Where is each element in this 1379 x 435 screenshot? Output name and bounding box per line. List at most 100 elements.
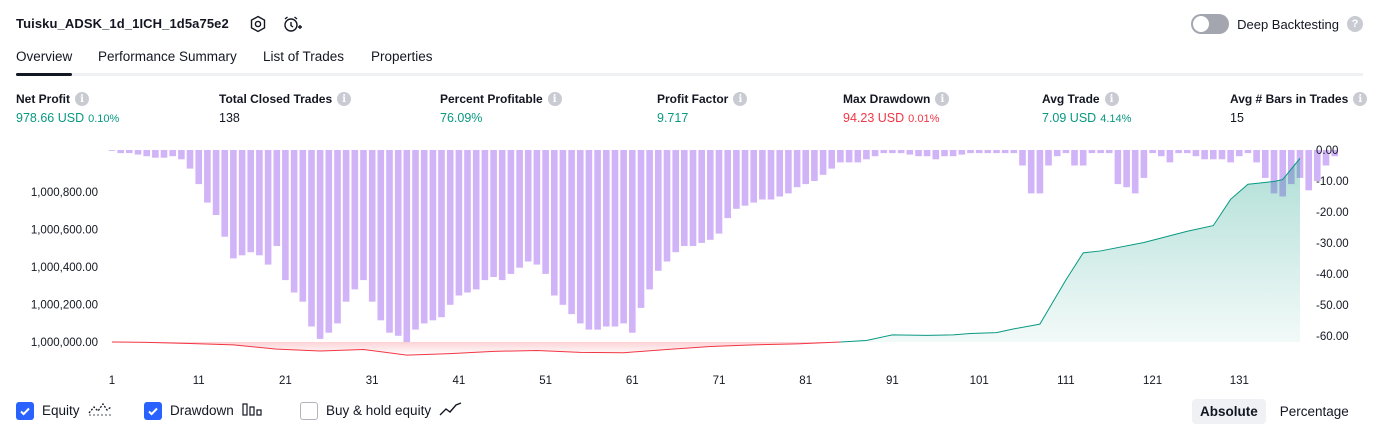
drawdown-bar bbox=[490, 150, 497, 277]
drawdown-bar bbox=[915, 150, 922, 157]
stat-label: Profit Factor bbox=[657, 92, 729, 106]
drawdown-bar bbox=[1010, 150, 1018, 154]
settings-gear-icon[interactable] bbox=[248, 14, 268, 34]
drawdown-bar bbox=[984, 150, 992, 154]
drawdown-bar bbox=[559, 150, 567, 305]
deep-backtesting-toggle[interactable] bbox=[1191, 14, 1230, 34]
drawdown-bar bbox=[854, 150, 862, 163]
drawdown-bar bbox=[906, 150, 914, 155]
drawdown-bar bbox=[247, 150, 254, 253]
drawdown-bar bbox=[316, 150, 324, 339]
drawdown-bar bbox=[160, 150, 168, 158]
info-icon[interactable]: i bbox=[547, 92, 562, 106]
legend-label: Equity bbox=[42, 403, 80, 418]
stat-label: Avg # Bars in Trades bbox=[1230, 92, 1349, 106]
drawdown-bar bbox=[1088, 150, 1096, 154]
checkbox-checked-icon[interactable] bbox=[144, 401, 162, 420]
drawdown-bar bbox=[828, 150, 835, 169]
stat-value: 15 bbox=[1230, 111, 1244, 125]
tab-performance-summary[interactable]: Performance Summary bbox=[98, 49, 237, 64]
percentage-button[interactable]: Percentage bbox=[1279, 403, 1349, 419]
drawdown-bar bbox=[368, 150, 376, 302]
drawdown-bar bbox=[334, 150, 341, 324]
add-alert-clock-icon[interactable] bbox=[282, 14, 302, 34]
info-icon[interactable]: i bbox=[935, 92, 950, 106]
drawdown-bar bbox=[420, 150, 428, 324]
left-axis: 1,000,800.00 1,000,600.00 1,000,400.00 1,00… bbox=[31, 187, 98, 349]
drawdown-bar bbox=[152, 150, 159, 158]
drawdown-bar bbox=[1001, 150, 1009, 154]
drawdown-bar bbox=[1158, 150, 1165, 157]
x-tick-label: 121 bbox=[1143, 375, 1162, 387]
drawdown-bar bbox=[958, 150, 966, 155]
x-tick-label: 11 bbox=[193, 375, 205, 387]
drawdown-bar bbox=[577, 150, 584, 324]
right-tick-label: 0.00 bbox=[1316, 145, 1338, 157]
x-tick-label: 101 bbox=[970, 375, 989, 387]
legend-drawdown[interactable]: Drawdown bbox=[144, 400, 262, 421]
drawdown-bar bbox=[1322, 150, 1330, 166]
info-icon[interactable]: i bbox=[1353, 92, 1368, 106]
drawdown-bar bbox=[204, 150, 211, 203]
drawdown-bar bbox=[975, 150, 983, 154]
drawdown-bar bbox=[681, 150, 688, 246]
x-tick-label: 21 bbox=[279, 375, 292, 387]
stat-value: 94.23 USD bbox=[843, 111, 905, 125]
drawdown-bar bbox=[446, 150, 454, 305]
drawdown-bar bbox=[620, 150, 627, 324]
drawdown-bar bbox=[594, 150, 601, 330]
drawdown-bar bbox=[386, 150, 393, 333]
info-icon[interactable]: i bbox=[337, 92, 352, 106]
checkbox-unchecked-icon[interactable] bbox=[300, 401, 318, 420]
tab-list-of-trades[interactable]: List of Trades bbox=[263, 49, 345, 64]
stat-value: 138 bbox=[219, 111, 240, 125]
drawdown-bar bbox=[941, 150, 948, 157]
legend-label: Drawdown bbox=[170, 403, 234, 418]
drawdown-bar bbox=[585, 150, 593, 330]
drawdown-bar bbox=[264, 150, 272, 265]
drawdown-bar bbox=[871, 150, 879, 157]
drawdown-bar bbox=[143, 150, 150, 157]
equity-series bbox=[111, 158, 1301, 356]
drawdown-bar bbox=[134, 150, 142, 155]
legend-equity[interactable]: Equity bbox=[16, 400, 112, 421]
drawdown-bar bbox=[1062, 150, 1070, 154]
tab-properties[interactable]: Properties bbox=[371, 49, 433, 64]
drawdown-bar bbox=[1314, 150, 1321, 181]
info-icon[interactable]: i bbox=[1104, 92, 1119, 106]
drawdown-bar bbox=[533, 150, 541, 265]
drawdown-bar bbox=[464, 150, 471, 293]
drawdown-bar bbox=[230, 150, 237, 259]
drawdown-bar bbox=[1053, 150, 1061, 157]
drawdown-bar bbox=[1140, 150, 1148, 178]
info-icon[interactable]: i bbox=[733, 92, 748, 106]
drawdown-bar bbox=[212, 150, 220, 215]
deep-backtesting-label: Deep Backtesting bbox=[1237, 16, 1339, 32]
drawdown-bar bbox=[126, 150, 133, 154]
drawdown-bar bbox=[1071, 150, 1078, 166]
drawdown-bar bbox=[715, 150, 723, 234]
absolute-button[interactable]: Absolute bbox=[1192, 398, 1266, 424]
tab-overview[interactable]: Overview bbox=[16, 49, 73, 76]
drawdown-bar bbox=[186, 150, 194, 169]
drawdown-bar bbox=[1262, 150, 1269, 178]
x-tick-label: 61 bbox=[626, 375, 639, 387]
drawdown-bar bbox=[949, 150, 957, 157]
drawdown-bar bbox=[551, 150, 558, 296]
drawdown-bar bbox=[1097, 150, 1104, 154]
drawdown-bar bbox=[932, 150, 940, 160]
right-axis: 0.00 -10.00 -20.00 -30.00 -40.00 -50.00 -60.00 bbox=[1316, 145, 1349, 343]
x-tick-label: 131 bbox=[1230, 375, 1249, 387]
legend-buy-hold-equity[interactable]: Buy & hold equity bbox=[300, 400, 463, 421]
drawdown-bar bbox=[733, 150, 740, 209]
checkbox-checked-icon[interactable] bbox=[16, 401, 34, 420]
left-tick-label: 1,000,000.00 bbox=[31, 337, 98, 349]
drawdown-bar bbox=[863, 150, 870, 160]
drawdown-bar bbox=[1105, 150, 1113, 154]
info-icon[interactable]: i bbox=[75, 92, 89, 106]
help-icon[interactable]: ? bbox=[1347, 16, 1363, 32]
stat-net-profit: Net Profit i 978.66 USD 0.10% bbox=[16, 92, 119, 125]
stat-total-closed-trades: Total Closed Trades i 138 bbox=[219, 92, 352, 125]
toggle-knob bbox=[1193, 16, 1210, 32]
drawdown-bar bbox=[472, 150, 480, 290]
